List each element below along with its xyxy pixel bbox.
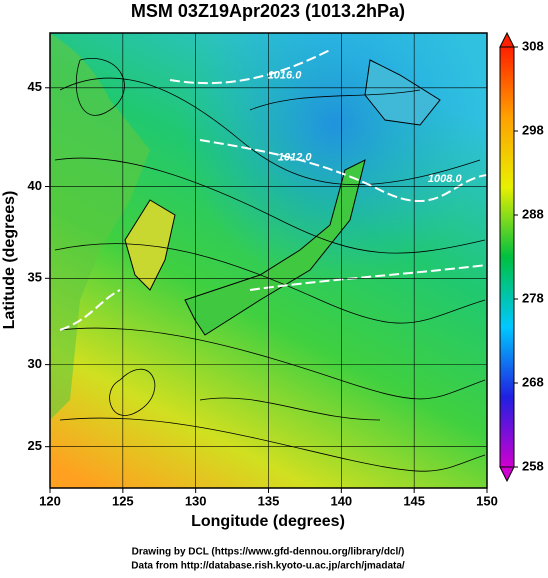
x-tick-label: 140 <box>330 493 352 508</box>
colorbar-tick-label: 298 <box>522 122 544 137</box>
colorbar-tick-label: 268 <box>522 374 544 389</box>
isobar-label: 1016.0 <box>268 69 303 81</box>
y-tick-label: 40 <box>28 178 42 193</box>
x-tick-label: 120 <box>39 493 61 508</box>
streamlines <box>54 58 486 472</box>
y-tick-label: 30 <box>28 356 42 371</box>
chart-title: MSM 03Z19Apr2023 (1013.2hPa) <box>131 1 405 21</box>
x-tick-label: 125 <box>112 493 134 508</box>
footer-line: Drawing by DCL (https://www.gfd-dennou.o… <box>132 547 405 558</box>
colorbar-arrow-bottom <box>499 466 515 483</box>
x-tick-label: 135 <box>258 493 280 508</box>
colorbar-tick-label: 288 <box>522 206 544 221</box>
colorbar-tick-label: 278 <box>522 290 544 305</box>
x-tick-label: 145 <box>403 493 425 508</box>
footer-line: Data from http://database.rish.kyoto-u.a… <box>131 561 405 572</box>
colorbar-tick-label: 258 <box>522 458 544 473</box>
isobar-label: 1012.0 <box>278 152 313 164</box>
x-axis-label: Longitude (degrees) <box>191 513 345 530</box>
colorbar-tick-label: 308 <box>522 38 544 53</box>
colorbar <box>499 46 515 468</box>
y-axis-label: Latitude (degrees) <box>1 191 18 330</box>
y-tick-label: 25 <box>28 438 42 453</box>
x-tick-label: 150 <box>476 493 498 508</box>
isobars <box>59 49 487 331</box>
isobar-label: 1008.0 <box>428 173 463 185</box>
x-tick-label: 130 <box>185 493 207 508</box>
y-tick-label: 45 <box>28 79 42 94</box>
y-tick-label: 35 <box>28 270 42 285</box>
colorbar-arrow-top <box>499 31 515 48</box>
